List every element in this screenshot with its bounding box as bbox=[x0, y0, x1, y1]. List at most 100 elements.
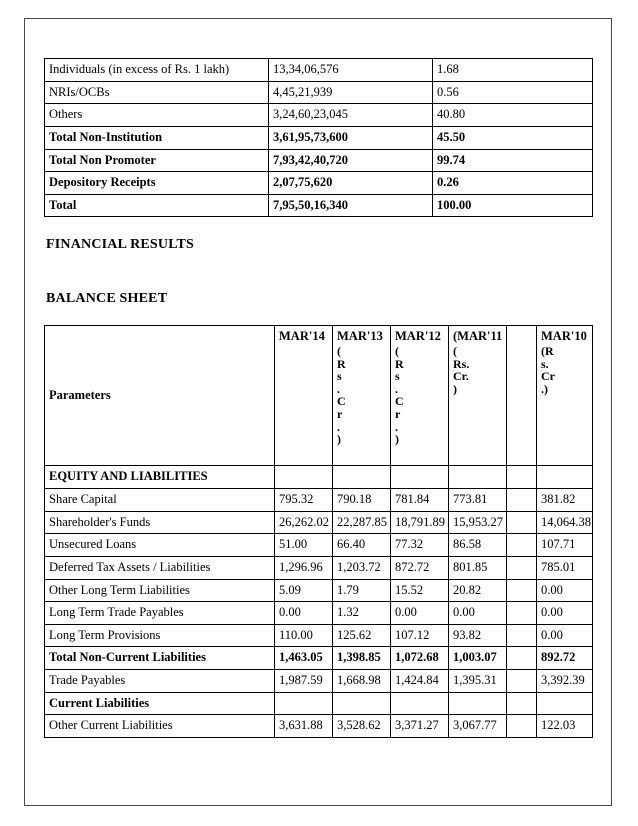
table-cell: 3,371.27 bbox=[391, 715, 449, 738]
table-cell: 3,61,95,73,600 bbox=[269, 126, 433, 149]
row-label: Total Non-Current Liabilities bbox=[45, 647, 275, 670]
row-label: Trade Payables bbox=[45, 670, 275, 693]
table-cell bbox=[275, 466, 333, 489]
table-cell: 1,424.84 bbox=[391, 670, 449, 693]
table-cell: 14,064.38 bbox=[537, 511, 593, 534]
table-cell: 26,262.02 bbox=[275, 511, 333, 534]
table-cell: 7,93,42,40,720 bbox=[269, 149, 433, 172]
table-cell: 0.26 bbox=[433, 172, 593, 195]
table-cell: 892.72 bbox=[537, 647, 593, 670]
table-cell: 0.00 bbox=[537, 624, 593, 647]
year-label: MAR'10 bbox=[541, 329, 588, 345]
table-cell: 40.80 bbox=[433, 104, 593, 127]
table-cell: 3,528.62 bbox=[333, 715, 391, 738]
year-header bbox=[507, 326, 537, 466]
row-label: Unsecured Loans bbox=[45, 534, 275, 557]
table-cell: 0.00 bbox=[449, 602, 507, 625]
table-cell: 100.00 bbox=[433, 194, 593, 217]
table-cell: 0.56 bbox=[433, 81, 593, 104]
table-cell: 3,067.77 bbox=[449, 715, 507, 738]
table-cell: 18,791.89 bbox=[391, 511, 449, 534]
table-cell bbox=[507, 602, 537, 625]
table-cell bbox=[507, 556, 537, 579]
section-title-cell: Current Liabilities bbox=[45, 692, 275, 715]
year-header: MAR'12(Rs.Cr.) bbox=[391, 326, 449, 466]
page: Individuals (in excess of Rs. 1 lakh)13,… bbox=[0, 0, 638, 826]
table-cell: 45.50 bbox=[433, 126, 593, 149]
table-header-row: ParametersMAR'14MAR'13(Rs.Cr.)MAR'12(Rs.… bbox=[45, 326, 593, 466]
table-cell: 1.32 bbox=[333, 602, 391, 625]
table-row: Depository Receipts2,07,75,6200.26 bbox=[45, 172, 593, 195]
heading-financial-results: FINANCIAL RESULTS bbox=[46, 237, 592, 253]
table-cell: 785.01 bbox=[537, 556, 593, 579]
table-cell: 1,668.98 bbox=[333, 670, 391, 693]
heading-balance-sheet: BALANCE SHEET bbox=[46, 291, 592, 307]
year-header: MAR'14 bbox=[275, 326, 333, 466]
table-cell: 22,287.85 bbox=[333, 511, 391, 534]
table-cell bbox=[449, 466, 507, 489]
table-cell: 790.18 bbox=[333, 489, 391, 512]
section-title-row: Current Liabilities bbox=[45, 692, 593, 715]
table-cell bbox=[537, 466, 593, 489]
table-row: Long Term Trade Payables0.001.320.000.00… bbox=[45, 602, 593, 625]
table-cell bbox=[275, 692, 333, 715]
section-title-row: EQUITY AND LIABILITIES bbox=[45, 466, 593, 489]
table-cell: 1,398.85 bbox=[333, 647, 391, 670]
table-cell: 0.00 bbox=[391, 602, 449, 625]
table-cell: 86.58 bbox=[449, 534, 507, 557]
table-cell: 93.82 bbox=[449, 624, 507, 647]
table-cell: 795.32 bbox=[275, 489, 333, 512]
table-cell: 1.79 bbox=[333, 579, 391, 602]
row-label: Other Current Liabilities bbox=[45, 715, 275, 738]
table-cell bbox=[507, 715, 537, 738]
table-cell: 3,24,60,23,045 bbox=[269, 104, 433, 127]
table-cell: 125.62 bbox=[333, 624, 391, 647]
table-row: Others3,24,60,23,04540.80 bbox=[45, 104, 593, 127]
table-cell: 2,07,75,620 bbox=[269, 172, 433, 195]
table-row: Unsecured Loans51.0066.4077.3286.58107.7… bbox=[45, 534, 593, 557]
table-cell: 4,45,21,939 bbox=[269, 81, 433, 104]
table-cell bbox=[507, 579, 537, 602]
table-cell: 0.00 bbox=[537, 579, 593, 602]
table-cell: 1,987.59 bbox=[275, 670, 333, 693]
table-cell: 872.72 bbox=[391, 556, 449, 579]
table-cell bbox=[333, 466, 391, 489]
table-cell: Total Non Promoter bbox=[45, 149, 269, 172]
year-label: MAR'12 bbox=[395, 329, 444, 345]
shareholding-table: Individuals (in excess of Rs. 1 lakh)13,… bbox=[44, 58, 593, 217]
year-header: MAR'13(Rs.Cr.) bbox=[333, 326, 391, 466]
table-cell bbox=[333, 692, 391, 715]
table-cell bbox=[507, 692, 537, 715]
year-label: MAR'14 bbox=[279, 329, 328, 345]
table-row: Total Non-Institution3,61,95,73,60045.50 bbox=[45, 126, 593, 149]
section-title-cell: EQUITY AND LIABILITIES bbox=[45, 466, 275, 489]
table-cell: 1,203.72 bbox=[333, 556, 391, 579]
table-cell bbox=[449, 692, 507, 715]
table-cell: 1,003.07 bbox=[449, 647, 507, 670]
year-header: MAR'10(Rs.Cr.) bbox=[537, 326, 593, 466]
table-cell: 99.74 bbox=[433, 149, 593, 172]
table-cell: Total bbox=[45, 194, 269, 217]
table-cell: Individuals (in excess of Rs. 1 lakh) bbox=[45, 59, 269, 82]
table-row: Total Non-Current Liabilities1,463.051,3… bbox=[45, 647, 593, 670]
table-cell: 1,072.68 bbox=[391, 647, 449, 670]
table-cell: 51.00 bbox=[275, 534, 333, 557]
row-label: Share Capital bbox=[45, 489, 275, 512]
table-cell: 107.12 bbox=[391, 624, 449, 647]
row-label: Long Term Trade Payables bbox=[45, 602, 275, 625]
table-cell: 801.85 bbox=[449, 556, 507, 579]
table-cell bbox=[507, 624, 537, 647]
year-label: MAR'13 bbox=[337, 329, 386, 345]
table-cell: 781.84 bbox=[391, 489, 449, 512]
table-cell: 77.32 bbox=[391, 534, 449, 557]
table-cell bbox=[537, 692, 593, 715]
table-cell bbox=[391, 466, 449, 489]
table-row: Other Current Liabilities3,631.883,528.6… bbox=[45, 715, 593, 738]
table-cell: NRIs/OCBs bbox=[45, 81, 269, 104]
table-cell: 0.00 bbox=[275, 602, 333, 625]
table-cell bbox=[507, 489, 537, 512]
table-row: NRIs/OCBs4,45,21,9390.56 bbox=[45, 81, 593, 104]
table-cell: 1,296.96 bbox=[275, 556, 333, 579]
table-cell: 1,463.05 bbox=[275, 647, 333, 670]
table-cell bbox=[507, 466, 537, 489]
